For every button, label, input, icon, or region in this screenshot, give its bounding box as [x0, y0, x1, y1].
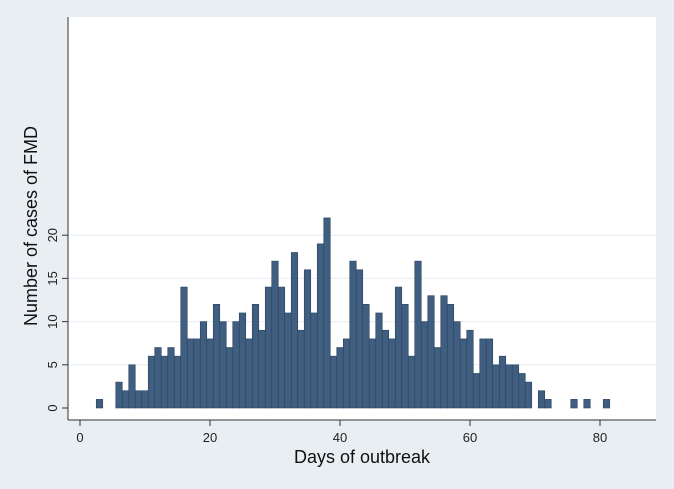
- bar: [537, 390, 546, 409]
- bar: [355, 269, 364, 409]
- bar: [407, 355, 416, 409]
- bar: [245, 338, 253, 409]
- x-tick-label: 0: [76, 430, 83, 445]
- bar: [95, 399, 104, 409]
- bar: [277, 286, 286, 409]
- bar: [381, 329, 390, 409]
- bar: [479, 338, 487, 409]
- y-tick-label: 15: [45, 271, 60, 285]
- bar: [336, 347, 344, 409]
- x-tick-label: 20: [203, 430, 217, 445]
- bar: [232, 321, 240, 409]
- bar: [115, 381, 123, 409]
- y-tick-label: 5: [45, 361, 60, 368]
- x-tick-label: 40: [333, 430, 347, 445]
- bar: [472, 373, 481, 409]
- bar: [154, 347, 162, 409]
- bar: [518, 373, 526, 409]
- bar: [420, 321, 429, 409]
- bar: [303, 269, 312, 409]
- y-tick-label: 0: [45, 404, 60, 411]
- bar: [440, 295, 448, 409]
- bar: [342, 338, 351, 409]
- bar: [427, 295, 435, 409]
- bar: [362, 304, 370, 409]
- bar: [121, 390, 130, 409]
- bar: [290, 252, 299, 409]
- bar: [206, 338, 214, 409]
- bar: [414, 260, 422, 409]
- bar: [544, 399, 552, 409]
- bar: [173, 355, 182, 409]
- bar: [602, 399, 611, 409]
- x-axis-ticks: 0 20 40 60 80: [76, 420, 607, 445]
- x-axis-title: Days of outbreak: [294, 447, 431, 467]
- bar: [134, 390, 143, 409]
- bar: [505, 364, 513, 409]
- bar: [433, 347, 442, 409]
- bar: [394, 286, 403, 409]
- x-tick-label: 80: [593, 430, 607, 445]
- bar: [141, 390, 149, 409]
- bar: [128, 364, 136, 409]
- bar: [284, 312, 292, 409]
- y-axis-title: Number of cases of FMD: [21, 126, 41, 326]
- y-axis-ticks: 0 5 10 15 20: [45, 228, 68, 412]
- bar: [349, 260, 357, 409]
- bar: [193, 338, 201, 409]
- bar: [388, 338, 396, 409]
- bar: [310, 312, 318, 409]
- bar: [329, 355, 338, 409]
- x-tick-label: 60: [463, 430, 477, 445]
- bar: [498, 355, 507, 409]
- bar: [297, 329, 305, 409]
- bar: [524, 381, 533, 409]
- bar: [583, 399, 591, 409]
- y-tick-label: 10: [45, 314, 60, 328]
- bar: [446, 304, 455, 409]
- y-tick-label: 20: [45, 228, 60, 242]
- bar: [199, 321, 208, 409]
- bar: [180, 286, 188, 409]
- bar: [375, 312, 383, 409]
- bar: [492, 364, 500, 409]
- bar: [258, 329, 266, 409]
- bar: [219, 321, 227, 409]
- bar: [225, 347, 234, 409]
- bar: [264, 286, 273, 409]
- bar: [167, 347, 175, 409]
- bar: [459, 338, 468, 409]
- bar: [271, 260, 279, 409]
- bar: [212, 304, 221, 409]
- bar: [251, 304, 260, 409]
- bar: [401, 304, 409, 409]
- bars: [95, 217, 611, 409]
- bar: [160, 355, 169, 409]
- bar: [147, 355, 156, 409]
- bar: [316, 243, 325, 409]
- bar: [323, 217, 331, 409]
- bar: [368, 338, 377, 409]
- bar: [453, 321, 461, 409]
- bar: [466, 329, 474, 409]
- bar: [570, 399, 578, 409]
- bar: [186, 338, 195, 409]
- bar: [238, 312, 247, 409]
- bar: [485, 338, 494, 409]
- bar: [511, 364, 520, 409]
